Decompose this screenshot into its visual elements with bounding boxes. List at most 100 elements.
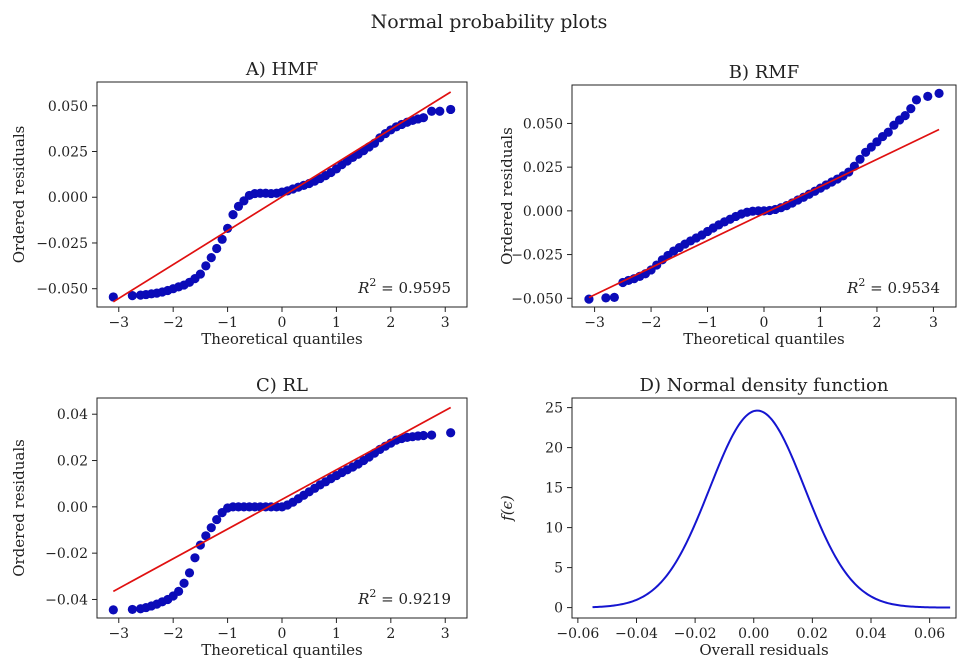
data-point xyxy=(427,430,437,440)
figure-title: Normal probability plots xyxy=(371,11,608,33)
y-tick-label: 5 xyxy=(554,561,563,577)
x-tick-label: 2 xyxy=(872,315,881,331)
data-point xyxy=(127,291,137,301)
y-tick-label: 0.04 xyxy=(57,407,88,423)
axes-frame xyxy=(96,397,468,619)
r-squared-annotation: R2 = 0.9595 xyxy=(357,276,451,297)
x-tick-label: 1 xyxy=(816,315,825,331)
x-tick-label: −2 xyxy=(641,315,662,331)
panel-4: D) Normal density function −0.06 −0.04 −0.0… xyxy=(498,375,957,659)
panel-title: B) RMF xyxy=(729,62,799,83)
data-point xyxy=(206,523,216,533)
x-tick-label: 1 xyxy=(332,315,341,331)
axes-frame xyxy=(571,397,957,619)
x-tick-label: −2 xyxy=(163,626,184,642)
data-point xyxy=(435,106,445,116)
r-symbol: R xyxy=(357,279,369,297)
data-point xyxy=(446,428,456,438)
data-point xyxy=(201,531,211,541)
data-point xyxy=(418,113,429,123)
data-point xyxy=(201,261,211,271)
y-tick-label: −0.025 xyxy=(36,236,88,252)
x-tick-label: 0.04 xyxy=(855,626,886,642)
panel-1: A) HMF −3 −2 −1 0 1 2 3 −0.050 −0.025 0.000 0.025 0.… xyxy=(10,59,468,348)
x-axis-label: Theoretical quantiles xyxy=(201,330,362,348)
data-point xyxy=(934,88,944,98)
x-tick-label: −3 xyxy=(584,315,605,331)
r-squared-annotation: R2 = 0.9219 xyxy=(357,587,451,608)
r-exponent: 2 xyxy=(369,587,376,600)
r-exponent: 2 xyxy=(858,276,865,289)
x-tick-label: 3 xyxy=(441,315,450,331)
data-point xyxy=(601,293,611,303)
y-tick-label: 20 xyxy=(545,441,563,457)
data-point xyxy=(190,553,200,563)
y-tick-label: 0.02 xyxy=(57,454,88,470)
data-point xyxy=(222,223,233,233)
data-point xyxy=(127,604,137,615)
y-tick-label: 0.025 xyxy=(523,160,563,176)
r-squared-value: = 0.9534 xyxy=(865,279,940,297)
axes-frame xyxy=(96,81,468,308)
plot-area xyxy=(108,406,456,615)
data-point xyxy=(923,91,933,101)
x-tick-label: −3 xyxy=(108,626,129,642)
data-point xyxy=(174,586,184,596)
x-tick-label: −3 xyxy=(108,315,129,331)
y-tick-label: 0 xyxy=(554,601,563,617)
x-tick-label: 0.00 xyxy=(738,626,769,642)
data-point xyxy=(418,430,429,441)
x-tick-label: 0 xyxy=(278,626,287,642)
data-point xyxy=(108,605,118,615)
y-tick-label: 15 xyxy=(545,481,563,497)
data-point xyxy=(900,110,910,121)
x-tick-label: −1 xyxy=(217,315,238,331)
x-tick-label: −0.04 xyxy=(615,626,658,642)
data-point xyxy=(446,104,456,115)
x-axis-label: Overall residuals xyxy=(699,641,828,659)
x-tick-label: 1 xyxy=(332,626,341,642)
panel-2: B) RMF −3 −2 −1 0 1 2 3 −0.050 −0.025 0.000 0.025 0.… xyxy=(498,62,957,348)
x-tick-label: −1 xyxy=(217,626,238,642)
panels: A) HMF−3 −2 −1 0 1 2 3−0.050−0.0250.0000.0250.… xyxy=(10,59,957,659)
panel-title: D) Normal density function xyxy=(640,375,889,396)
data-point xyxy=(906,103,916,114)
r-exponent: 2 xyxy=(369,276,376,289)
x-tick-label: 0.02 xyxy=(797,626,828,642)
data-point xyxy=(609,292,619,302)
panel-title: C) RL xyxy=(256,375,308,396)
y-tick-label: 0.025 xyxy=(48,145,88,161)
x-axis-label: Theoretical quantiles xyxy=(201,641,362,659)
y-axis-label: Ordered residuals xyxy=(10,126,28,264)
plot-area xyxy=(592,409,951,609)
y-tick-label: 0.000 xyxy=(48,190,88,206)
data-point xyxy=(228,210,238,220)
y-axis-label: Ordered residuals xyxy=(498,127,516,265)
r-symbol: R xyxy=(846,279,858,297)
x-tick-label: 0.06 xyxy=(914,626,945,642)
y-tick-label: −0.025 xyxy=(511,248,563,264)
plot-area xyxy=(584,88,944,304)
y-tick-label: −0.050 xyxy=(511,291,563,307)
panel-title: A) HMF xyxy=(245,59,318,80)
data-point xyxy=(184,568,195,578)
x-axis-label: Theoretical quantiles xyxy=(683,330,844,348)
x-tick-label: 3 xyxy=(441,626,450,642)
plot-area xyxy=(108,91,456,303)
data-point xyxy=(108,292,118,302)
data-point xyxy=(427,106,437,116)
data-point xyxy=(179,578,189,588)
y-tick-label: 0.00 xyxy=(57,500,88,516)
panel-3: C) RL −3 −2 −1 0 1 2 3 −0.04 −0.02 0.00 0.02 0.04 The… xyxy=(10,375,468,659)
fit-line xyxy=(112,91,452,303)
r-squared-value: = 0.9219 xyxy=(376,590,451,608)
data-point xyxy=(855,154,865,164)
r-symbol: R xyxy=(357,590,369,608)
data-point xyxy=(883,127,893,137)
density-curve xyxy=(592,409,951,609)
x-tick-label: −0.06 xyxy=(556,626,599,642)
x-tick-label: 0 xyxy=(760,315,769,331)
x-tick-label: −0.02 xyxy=(674,626,717,642)
r-squared-annotation: R2 = 0.9534 xyxy=(846,276,940,297)
